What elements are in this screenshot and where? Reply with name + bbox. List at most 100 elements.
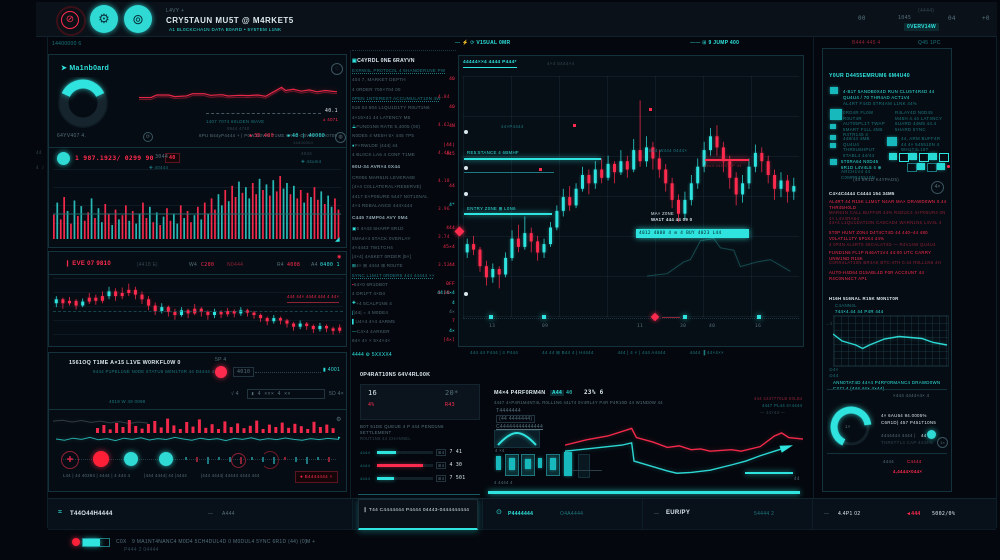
gauge-more-icon[interactable]: 1× — [937, 437, 948, 448]
keypad-square[interactable] — [939, 153, 949, 162]
event-dot[interactable] — [757, 315, 761, 319]
thumb-bar-bright[interactable] — [564, 452, 572, 476]
emergency-button[interactable]: ● B4444444 × — [295, 471, 338, 483]
watchlist-row[interactable]: 4 BL0CK LA6 4 C0NF T1ME 445 — [352, 150, 455, 159]
ticker-avatar[interactable] — [57, 152, 70, 165]
event-dot[interactable] — [683, 315, 687, 319]
thumb-bar[interactable] — [496, 456, 501, 470]
control2-box[interactable]: ▮ 4 ××× 4 ×× — [247, 389, 325, 400]
watchlist-row[interactable]: [4×4] 4A5KET 0RDER [5×] — [352, 252, 455, 261]
refresh-icon[interactable]: ⟳ — [143, 132, 153, 142]
overview-button[interactable]: 0VERV14W — [904, 23, 939, 32]
watchlist-row[interactable]: 516 04 504 L1QU1D1TY R0UT1N6 40 — [352, 103, 455, 112]
footer-pair[interactable]: EUR/PY — [666, 510, 691, 516]
watchlist-row[interactable]: 5MA4×4 5TACK 0VERLAY — [352, 233, 455, 242]
watchlist-row[interactable]: ⟁ FUND1N6 RATE 5,4005 (00) 4N — [352, 122, 455, 131]
alert-line[interactable]: 5T0P HUNT Z0N4 D4T4CT4D 44 440–44 480 V0… — [829, 230, 928, 241]
entry-line[interactable] — [464, 213, 552, 215]
watchlist-row[interactable]: 4417 E×P05URE 5447 N0T10NAL — [352, 192, 455, 201]
bottom-add[interactable]: M + — [306, 539, 316, 545]
play-cursor-icon[interactable]: ▸ — [338, 435, 341, 441]
corner-alert-icon[interactable]: ◉ — [337, 254, 342, 260]
watchlist-row[interactable]: (4×4 C0LLATERAL×RE5ERVE) 44 — [352, 182, 455, 191]
keypad-square[interactable] — [899, 153, 909, 162]
node-red[interactable] — [93, 451, 109, 467]
folder-icon-label[interactable]: ▮ 4001 — [323, 367, 341, 373]
alert-line[interactable]: 44×4 L1QU1DAT10N CA5CAD4 WARN1N6 L4V4L 4 — [829, 220, 942, 225]
footer-home-icon[interactable]: ⌗ — [58, 509, 63, 516]
footer-title[interactable]: T44O44H4444 — [70, 511, 113, 517]
main-chart-panel[interactable]: 44444××4 4444 P444* 4×4 5444×4 44×P4444 … — [454, 55, 804, 347]
watchlist-row[interactable]: 4 DR1FT 4×B4 44)4×4 — [352, 289, 455, 298]
watchlist-row[interactable]: 5YNC L1M1T 0RDER5 444 44444 ×× — [352, 271, 455, 280]
watchlist-row[interactable]: ▌ U4×4 4×4 4ARM5 7 — [352, 317, 455, 326]
node-red-ring-2[interactable] — [261, 451, 279, 469]
alert-line[interactable]: MAR61N CALL BUFF4R 44% R4DUC4 4×P05UR4 0… — [829, 210, 946, 221]
watchlist-row[interactable]: EXRW4L PR0T0C0L 4 5HANDER1NE PW — [352, 66, 455, 75]
watchlist-row[interactable]: ⊞ 4× ⊞ 4444 ⊞ R0UTE 44 — [352, 261, 455, 270]
thumb-3[interactable] — [546, 454, 560, 476]
gauge-action-dot[interactable] — [927, 430, 936, 439]
node-teal-1[interactable] — [124, 452, 138, 466]
watchlist-row[interactable]: 4 0RDER 700×704 00 — [352, 85, 455, 94]
breadcrumb[interactable]: 14400000 6 — [52, 41, 82, 47]
expand-icon[interactable]: 4× — [931, 181, 944, 194]
stop-line[interactable] — [705, 159, 749, 161]
ticker-badge[interactable]: 40 — [165, 153, 180, 164]
watchlist-row[interactable]: 60U-34 AVR×4 0X44 — [352, 162, 455, 173]
view-mode-tabs[interactable]: — ⚡ ⟳ V15UAL 0MR — [455, 40, 510, 46]
jump-control[interactable]: —— ⊞ 9 JUMP 400 — [690, 40, 739, 46]
watchlist-row[interactable]: 0PEN 1NTEREST ACCUMULAT10N 4W — [352, 94, 455, 103]
alert-line[interactable]: 4 0P4N AL4RT5 45CALAT4D — R4V14W QU4U4 — [829, 242, 936, 247]
event-dot[interactable] — [542, 315, 546, 319]
event-dot[interactable] — [489, 315, 493, 319]
tab-primary[interactable]: 44444××4 4444 P444* — [463, 60, 517, 68]
support-line-2[interactable] — [464, 172, 554, 173]
watchlist-row[interactable]: ∫ |44| = 4 M0DE4 4× — [352, 308, 455, 317]
value-box[interactable]: 4010 — [233, 367, 255, 378]
node-teal-2[interactable] — [159, 452, 173, 466]
watchlist-row[interactable]: ▣ C4YRDL 0NE 6RAYVN — [352, 55, 455, 66]
alert-line[interactable]: C0RR4LAT10N BR4AK BTC-4TH 0.44 R0LL1N6 4… — [829, 260, 942, 265]
keypad-square[interactable] — [907, 163, 917, 172]
bar-box[interactable]: ⊞4 — [436, 461, 447, 470]
bar-track[interactable] — [377, 464, 433, 467]
model-label-2[interactable]: (44 4444444) — [496, 415, 536, 424]
watchlist-row[interactable]: — C4×4 4ARKER 4× — [352, 326, 455, 335]
model-chip[interactable]: A44 — [550, 390, 565, 397]
record-button[interactable] — [215, 366, 227, 378]
thumb-bar[interactable] — [538, 458, 542, 468]
node-red-ring-1[interactable] — [231, 453, 246, 468]
watchlist-row[interactable]: ♦ P×RWLDE |444| 44 |44| — [352, 140, 455, 149]
footer-alert-button[interactable]: ❙ T44 C4444444 P4444 04443-0444444444 — [358, 499, 478, 530]
alert-line[interactable]: AUT0-H4D64 D15ABL4D F0R ACC0UNT 44 R4C0N… — [829, 270, 925, 281]
watchlist-row[interactable]: CR055 MAR61N LEVERA6E — [352, 173, 455, 182]
watchlist-row[interactable]: 4×4443 7W1TCH4 45×4 — [352, 243, 455, 252]
thumb-1[interactable] — [505, 454, 519, 476]
watchlist-row[interactable]: 404 7, MARKET DEPTH 40 — [352, 75, 455, 84]
gear-icon[interactable]: ⚙ — [336, 417, 342, 423]
keypad-square[interactable] — [927, 163, 937, 172]
resistance-line[interactable] — [464, 158, 601, 160]
model-label-3[interactable]: C44444444444444 — [496, 424, 544, 430]
settings-icon[interactable]: ◌ — [331, 63, 343, 75]
price-flag[interactable]: 4012 4088 4 ⊞ 4 BUY 4023 L44 — [636, 229, 749, 238]
thumb-2[interactable] — [521, 454, 535, 476]
watchlist-row[interactable]: 64× 4× × 5×4×4× [4×] — [352, 336, 455, 345]
footer-orders-label[interactable]: P4444444 — [508, 511, 534, 517]
bar-box[interactable]: ⊞4 — [436, 448, 447, 457]
watchlist-row[interactable]: ▣ 6 4×43 5HARP 6R1D 444 — [352, 224, 455, 233]
alert-line[interactable]: FUND1N6 FL1P N46AT1V4 44:00 UTC CARRY UN… — [829, 250, 932, 261]
gear-badge-icon[interactable]: ⚙ — [90, 5, 118, 33]
alert-line[interactable]: AL4RT 44 R15K L1M1T N4AR MA× DRAWD0WN 0.… — [829, 199, 947, 210]
target-badge-icon[interactable]: ⊚ — [124, 5, 152, 33]
watchlist-row[interactable]: ▪ 64×0 6R1DB0T 0FF — [352, 280, 455, 289]
orders-icon[interactable]: ⊙ — [496, 509, 503, 516]
thumb-dark[interactable] — [578, 454, 590, 478]
node-gear-icon[interactable]: ✚ — [61, 451, 79, 469]
keypad-square[interactable] — [929, 153, 937, 160]
tab-secondary[interactable]: 4×4 5444×4 — [547, 61, 575, 66]
bar-track[interactable] — [377, 451, 433, 454]
keypad-square[interactable] — [937, 163, 945, 170]
keypad-square[interactable] — [889, 153, 897, 160]
